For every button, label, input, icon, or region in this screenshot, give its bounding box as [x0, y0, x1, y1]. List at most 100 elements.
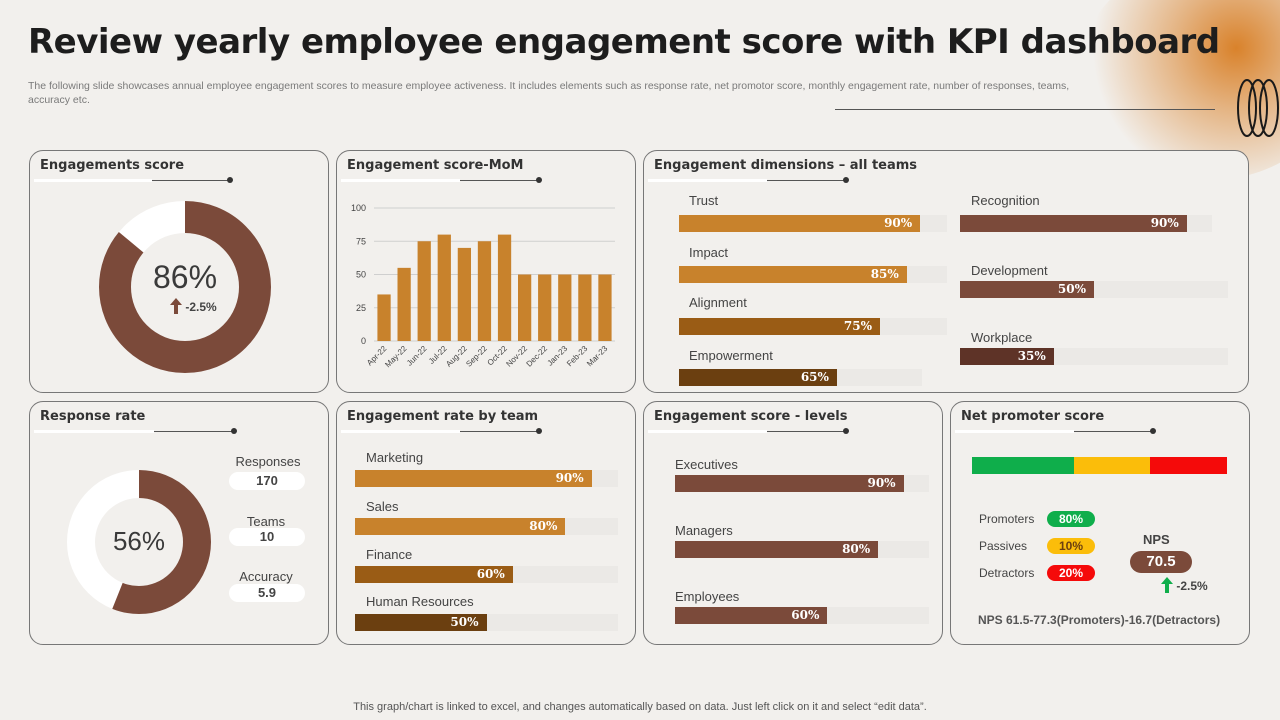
bar-Mar-23 — [598, 274, 612, 341]
panel-title: Engagement dimensions – all teams — [654, 158, 918, 173]
bar-fill: 90% — [675, 475, 904, 492]
dimensions-panel: Engagement dimensions – all teams Trust 9… — [643, 150, 1249, 393]
stat-responses-label: Responses — [235, 454, 301, 469]
bar-Nov-22 — [517, 274, 532, 341]
rings-logo-icon — [1237, 79, 1279, 137]
panel-title: Engagements score — [40, 158, 185, 173]
title-underline — [648, 177, 849, 183]
bar-fill: 60% — [675, 607, 828, 624]
bar-label: Trust — [689, 193, 719, 208]
nps-scale-green — [972, 457, 1074, 474]
change-text: -2.5% — [185, 300, 217, 314]
passives-label: Passives — [979, 539, 1028, 553]
bar-fill: 50% — [960, 281, 1094, 298]
stat-responses-value: 170 — [229, 472, 305, 490]
nps-scale-yellow — [1074, 457, 1150, 474]
header-divider — [835, 109, 1215, 110]
detractors-label: Detractors — [979, 566, 1035, 580]
nps-scale-red — [1150, 457, 1227, 474]
x-tick-label: May-22 — [383, 344, 409, 370]
bar-label: Executives — [675, 457, 738, 472]
page-subtitle: The following slide showcases annual emp… — [28, 80, 1070, 106]
bar-fill: 65% — [679, 369, 837, 386]
engagement-score-panel: Engagements score 86% -2.5% — [29, 150, 329, 393]
bar-label: Finance — [366, 547, 413, 562]
bar-label: Empowerment — [689, 348, 773, 363]
engagement-score-value: 86% — [152, 259, 218, 295]
mom-bar-chart: 0255075100Apr-22May-22Jun-22Jul-22Aug-22… — [351, 203, 615, 370]
page-title: Review yearly employee engagement score … — [28, 22, 1220, 62]
bar-Oct-22 — [497, 234, 512, 341]
bar-fill: 85% — [679, 266, 907, 283]
x-tick-label: Aug-22 — [444, 344, 469, 369]
x-tick-label: Nov-22 — [504, 344, 529, 369]
response-rate-value: 56% — [112, 526, 166, 556]
bar-fill: 50% — [355, 614, 487, 631]
bar-Jul-22 — [437, 234, 451, 341]
response-donut — [67, 470, 211, 614]
y-tick-label: 0 — [361, 336, 366, 346]
panel-title: Engagement rate by team — [347, 409, 539, 424]
passives-value: 10% — [1047, 538, 1095, 554]
x-tick-label: Jun-22 — [405, 344, 429, 368]
nps-panel: Net promoter score Promoters 80% Passive… — [950, 401, 1250, 645]
bar-Apr-22 — [377, 294, 391, 341]
bar-label: Human Resources — [366, 594, 474, 609]
title-underline — [34, 428, 237, 434]
bar-label: Workplace — [971, 330, 1033, 345]
bar-fill: 90% — [960, 215, 1187, 232]
bar-Feb-23 — [578, 274, 592, 341]
bar-label: Impact — [689, 245, 729, 260]
nps-change: -2.5% — [1161, 577, 1208, 593]
bar-fill: 75% — [679, 318, 880, 335]
nps-formula: NPS 61.5-77.3(Promoters)-16.7(Detractors… — [978, 613, 1221, 627]
title-underline — [955, 428, 1156, 434]
x-tick-label: Dec-22 — [525, 344, 550, 369]
bar-Jun-22 — [417, 241, 431, 341]
y-tick-label: 100 — [351, 203, 366, 213]
bar-label: Alignment — [689, 295, 747, 310]
bar-fill: 80% — [675, 541, 879, 558]
bar-fill: 90% — [679, 215, 921, 232]
panel-title: Net promoter score — [961, 409, 1105, 424]
bar-label: Recognition — [971, 193, 1040, 208]
bar-fill: 80% — [355, 518, 566, 535]
nps-value: 70.5 — [1130, 551, 1192, 573]
title-underline — [34, 177, 233, 183]
levels-panel: Engagement score - levels Executives 90% M… — [643, 401, 943, 645]
x-tick-label: Feb-23 — [565, 344, 590, 369]
rate-by-team-panel: Engagement rate by team Marketing 90% Sale… — [336, 401, 636, 645]
bar-May-22 — [397, 267, 411, 341]
nps-label: NPS — [1143, 532, 1170, 547]
panel-title: Response rate — [40, 409, 146, 424]
title-underline — [341, 177, 542, 183]
bar-Jan-23 — [558, 274, 572, 341]
detractors-value: 20% — [1047, 565, 1095, 581]
promoters-value: 80% — [1047, 511, 1095, 527]
panel-title: Engagement score - levels — [654, 409, 848, 424]
title-underline — [341, 428, 542, 434]
response-rate-panel: Response rate 56% Responses 170 Teams 10… — [29, 401, 329, 645]
bar-fill: 90% — [355, 470, 592, 487]
bar-Sep-22 — [477, 241, 492, 341]
y-tick-label: 75 — [356, 236, 366, 246]
engagement-score-change: -2.5% — [170, 298, 217, 314]
stat-accuracy-label: Accuracy — [239, 569, 293, 584]
promoters-label: Promoters — [979, 512, 1035, 526]
engagement-donut — [99, 201, 271, 373]
bar-label: Development — [971, 263, 1048, 278]
y-tick-label: 50 — [356, 270, 366, 280]
bar-label: Sales — [366, 499, 399, 514]
panel-title: Engagement score-MoM — [347, 158, 524, 173]
y-tick-label: 25 — [356, 303, 366, 313]
x-tick-label: Mar-23 — [585, 344, 610, 369]
mom-chart-panel: Engagement score-MoM 0 25 50 75 100 Apr-22 May… — [336, 150, 636, 393]
title-underline — [648, 428, 849, 434]
bar-label: Marketing — [366, 450, 424, 465]
bar-label: Managers — [675, 523, 733, 538]
footer-note: This graph/chart is linked to excel, and… — [353, 701, 927, 713]
bar-fill: 60% — [355, 566, 513, 583]
bar-Aug-22 — [457, 247, 472, 341]
bar-label: Employees — [675, 589, 740, 604]
arrow-up-icon — [1161, 577, 1173, 593]
